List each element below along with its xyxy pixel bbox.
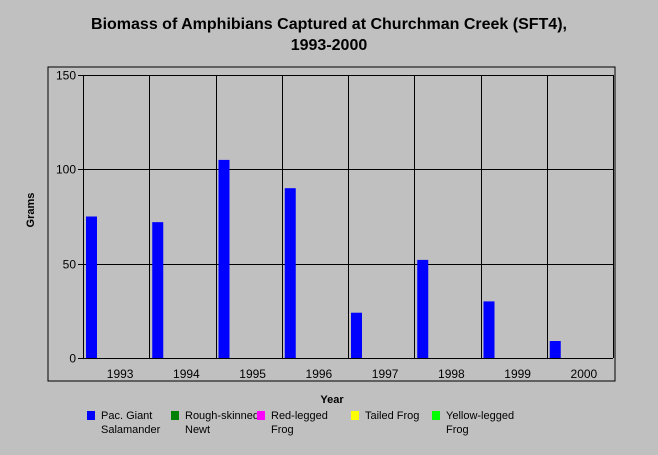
bar xyxy=(417,259,429,358)
legend-item: Rough-skinned Newt xyxy=(171,409,265,437)
chart-area: 0 50 100 150 1993 1994 1995 1996 1997 1998 1999 200… xyxy=(25,66,616,405)
chart-legend: Pac. Giant Salamander Rough-skinned Newt R… xyxy=(87,409,647,449)
x-tick-label: 1993 xyxy=(107,367,134,381)
bar xyxy=(549,341,561,358)
chart-title-line-2: 1993-2000 xyxy=(290,37,368,54)
legend-swatch xyxy=(87,411,95,420)
bar xyxy=(284,188,296,358)
chart-title: Biomass of Amphibians Captured at Church… xyxy=(0,14,658,56)
x-tick-label: 1996 xyxy=(306,367,333,381)
legend-label: Red-legged Frog xyxy=(271,410,328,436)
chart-frame xyxy=(47,66,616,382)
bar xyxy=(152,222,164,358)
legend-item: Pac. Giant Salamander xyxy=(87,409,181,437)
legend-item: Red-legged Frog xyxy=(257,409,351,437)
y-tick-label: 0 xyxy=(69,352,76,366)
bar xyxy=(218,159,230,358)
legend-swatch xyxy=(171,411,179,420)
y-tick-label: 100 xyxy=(56,163,76,177)
legend-label: Tailed Frog xyxy=(365,410,420,422)
legend-label: Rough-skinned Newt xyxy=(185,410,259,436)
x-tick-label: 1998 xyxy=(438,367,465,381)
chart-title-line-1: Biomass of Amphibians Captured at Church… xyxy=(91,16,567,33)
legend-swatch xyxy=(351,411,359,420)
y-tick-label: 50 xyxy=(63,258,77,272)
legend-swatch xyxy=(432,411,440,420)
bar xyxy=(351,312,362,358)
legend-label: Pac. Giant Salamander xyxy=(101,410,161,436)
x-tick-label: 1997 xyxy=(372,367,399,381)
y-tick-label: 150 xyxy=(56,69,76,83)
legend-label: Yellow-legged Frog xyxy=(446,410,515,436)
x-tick-label: 1995 xyxy=(239,367,266,381)
y-axis-title: Grams xyxy=(25,193,37,228)
x-tick-label: 1994 xyxy=(173,367,200,381)
legend-swatch xyxy=(257,411,265,420)
legend-item: Yellow-legged Frog xyxy=(432,409,526,437)
x-axis-title: Year xyxy=(320,394,344,405)
legend-item: Tailed Frog xyxy=(351,409,445,423)
x-tick-label: 1999 xyxy=(504,367,531,381)
bar xyxy=(483,301,495,358)
x-tick-label: 2000 xyxy=(571,367,598,381)
bar xyxy=(86,216,97,358)
